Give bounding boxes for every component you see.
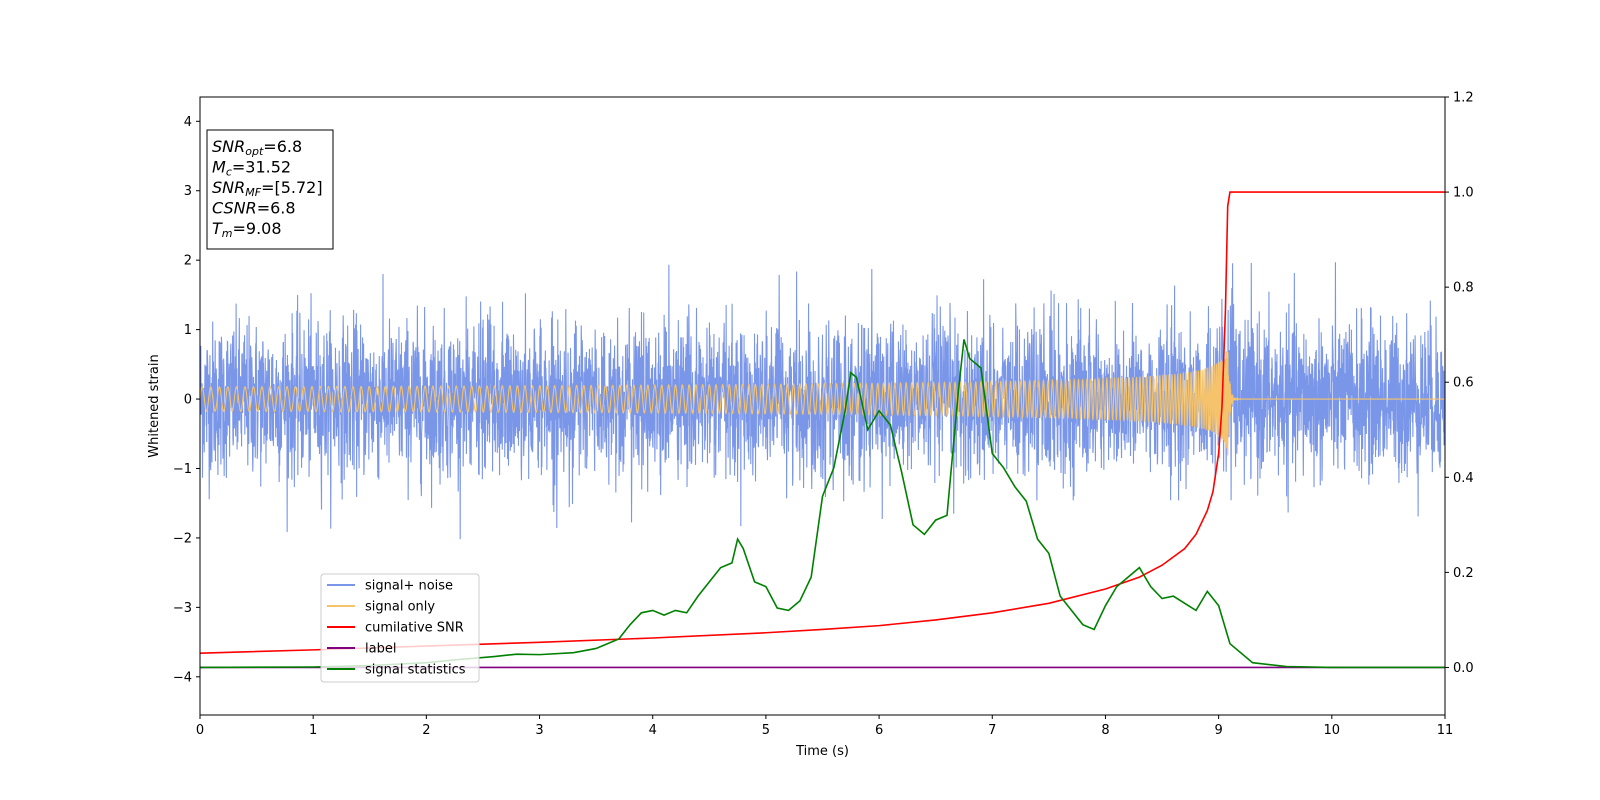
series-signal-statistics [200,339,1445,669]
y-left-tick-label: −4 [173,670,192,685]
y-left-tick-label: −2 [173,531,192,546]
y-axis-left: −4 −3 −2 −1 0 1 2 3 4 [173,115,200,685]
series-cumulative-snr [200,191,1445,654]
annotation-line: Tm=9.08 [212,219,282,240]
legend-label: cumilative SNR [365,621,464,636]
series-signal-noise [200,262,1445,540]
x-tick-label: 6 [875,723,883,738]
x-axis: 0 1 2 3 4 5 6 7 8 9 10 11 [196,715,1453,738]
annotation-frame [206,129,334,250]
legend-label: label [365,642,396,657]
x-tick-label: 8 [1101,723,1109,738]
legend-label: signal+ noise [365,579,453,594]
annotation-line: SNRopt=6.8 [212,137,302,158]
y-right-tick-label: 0.8 [1453,281,1474,296]
annotation-line: Mc=31.52 [212,158,291,179]
y-left-tick-label: 2 [184,254,192,269]
x-tick-label: 7 [988,723,996,738]
y-left-tick-label: 0 [184,393,192,408]
x-tick-label: 3 [535,723,543,738]
y-left-tick-label: −3 [173,601,192,616]
x-tick-label: 1 [309,723,317,738]
y-right-tick-label: 0.0 [1453,661,1474,676]
x-tick-label: 9 [1214,723,1222,738]
series-signal-only [200,351,1445,456]
x-tick-label: 4 [649,723,657,738]
y-left-tick-label: −1 [173,462,192,477]
x-tick-label: 11 [1437,723,1454,738]
y-left-tick-label: 3 [184,184,192,199]
plot-frame [199,96,1446,716]
legend-label: signal only [365,600,435,615]
y-axis-right: 0.0 0.2 0.4 0.6 0.8 1.0 1.2 [1445,91,1474,676]
x-tick-label: 5 [762,723,770,738]
y-right-tick-label: 0.2 [1453,566,1474,581]
y-axis-label: Whitened strain [147,354,162,457]
y-right-tick-label: 0.4 [1453,471,1474,486]
x-tick-label: 10 [1324,723,1341,738]
x-tick-label: 2 [422,723,430,738]
annotation-line: SNRMF=[5.72] [212,178,323,199]
legend-frame [320,573,480,683]
annotation-line: CSNR=6.8 [212,199,296,218]
annotation-box: SNRopt=6.8Mc=31.52SNRMF=[5.72]CSNR=6.8Tm… [206,129,334,250]
legend: signal+ noise signal only cumilative SNR la… [320,573,480,683]
y-right-tick-label: 1.0 [1453,186,1474,201]
x-axis-label: Time (s) [795,744,849,759]
x-tick-label: 0 [196,723,204,738]
y-right-tick-label: 0.6 [1453,376,1474,391]
legend-label: signal statistics [365,663,466,678]
y-right-tick-label: 1.2 [1453,91,1474,106]
y-left-tick-label: 4 [184,115,192,130]
y-left-tick-label: 1 [184,323,192,338]
